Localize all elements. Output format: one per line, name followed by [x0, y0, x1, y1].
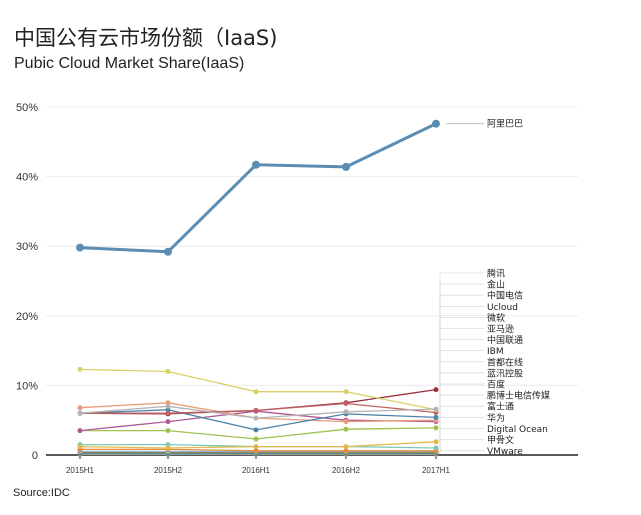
leader-line — [439, 283, 484, 410]
series-label: 甲骨文 — [487, 434, 514, 446]
y-tick-label: 0 — [32, 450, 38, 462]
chart-title: 中国公有云市场份额（IaaS) — [14, 26, 278, 50]
data-point — [164, 247, 172, 256]
data-point — [343, 401, 349, 406]
leader-line — [439, 383, 484, 452]
data-point — [165, 369, 171, 374]
y-tick-label: 30% — [16, 241, 38, 253]
data-point — [77, 405, 83, 411]
series-label: Digital Ocean — [487, 425, 548, 435]
x-tick-label: 2017H1 — [422, 466, 451, 475]
series-label: 百度 — [487, 379, 505, 391]
series-label: 富士通 — [487, 401, 514, 413]
data-point — [165, 410, 171, 416]
series-label: 中国联通 — [487, 334, 523, 346]
series-label: 阿里巴巴 — [487, 119, 523, 130]
data-point — [253, 408, 259, 413]
series-line — [79, 122, 437, 254]
source-note: Source:IDC — [13, 487, 70, 499]
data-point — [343, 426, 349, 432]
leader-line — [439, 317, 484, 421]
leader-line — [439, 416, 484, 453]
data-point — [165, 403, 171, 409]
chart-subtitle: Pubic Cloud Market Share(IaaS) — [14, 55, 245, 72]
data-point — [165, 428, 171, 434]
y-tick-label: 10% — [16, 380, 38, 392]
data-point — [433, 387, 439, 393]
y-tick-label: 50% — [16, 102, 38, 114]
x-tick-label: 2016H2 — [332, 466, 361, 475]
series-label: 鹏博士电信传媒 — [487, 390, 550, 402]
data-point — [253, 389, 259, 395]
x-tick-label: 2015H2 — [154, 466, 183, 475]
data-point — [433, 406, 439, 412]
data-point — [253, 415, 259, 421]
series-label: 微软 — [487, 312, 505, 324]
x-tick-label: 2015H1 — [66, 466, 95, 475]
series-label: 中国电信 — [487, 290, 523, 302]
data-point — [253, 448, 259, 454]
data-point — [253, 444, 259, 450]
data-point — [77, 366, 83, 372]
data-point — [433, 414, 439, 420]
data-point — [253, 436, 259, 442]
series-label: 亚马逊 — [487, 324, 514, 335]
y-tick-label: 20% — [16, 311, 38, 323]
data-point — [343, 409, 349, 415]
data-point — [342, 162, 350, 171]
leader-line — [439, 328, 484, 422]
data-point — [253, 427, 259, 433]
data-point — [343, 444, 349, 450]
leader-line — [439, 272, 484, 410]
data-point — [77, 428, 83, 434]
leader-line — [439, 361, 484, 448]
series-label: 首都在线 — [487, 356, 523, 368]
data-point — [343, 389, 349, 395]
leader-line — [439, 439, 484, 454]
data-point — [343, 448, 349, 454]
y-tick-label: 40% — [16, 172, 38, 184]
series-label: 腾讯 — [487, 268, 505, 280]
series-line — [79, 368, 437, 411]
data-point — [343, 419, 349, 425]
data-point — [432, 119, 440, 128]
series-label: 蓝汛控股 — [487, 367, 523, 379]
series-label: IBM — [487, 347, 504, 357]
data-point — [165, 400, 171, 406]
leader-line — [439, 372, 484, 451]
data-point — [433, 439, 439, 445]
series-label: 金山 — [487, 279, 505, 291]
series-label: Ucloud — [487, 303, 518, 313]
data-point — [76, 243, 84, 252]
data-point — [433, 445, 439, 451]
leader-line — [439, 389, 484, 396]
leader-line — [439, 450, 484, 455]
data-point — [165, 419, 171, 425]
data-point — [165, 445, 171, 451]
series-label: VMware — [487, 447, 523, 457]
data-point — [77, 410, 83, 416]
data-point — [433, 425, 439, 431]
x-tick-label: 2016H1 — [242, 466, 271, 475]
leader-line — [439, 428, 484, 454]
series-label: 华为 — [487, 412, 505, 424]
data-point — [252, 160, 260, 169]
leader-line — [439, 405, 484, 453]
data-point — [77, 444, 83, 450]
